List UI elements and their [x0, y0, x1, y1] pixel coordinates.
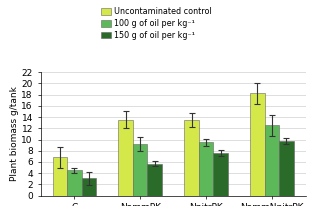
Bar — [119, 120, 133, 196]
Bar — [67, 170, 82, 196]
Bar — [53, 158, 67, 196]
Bar — [184, 120, 199, 196]
Bar — [279, 141, 294, 196]
Legend: Uncontaminated control, 100 g of oil per kg⁻¹, 150 g of oil per kg⁻¹: Uncontaminated control, 100 g of oil per… — [98, 4, 215, 43]
Bar — [199, 142, 213, 196]
Bar — [250, 94, 265, 196]
Y-axis label: Plant biomass g/tank: Plant biomass g/tank — [10, 87, 19, 181]
Bar — [265, 125, 279, 196]
Bar — [82, 178, 96, 196]
Bar — [133, 144, 148, 196]
Bar — [213, 153, 228, 196]
Bar — [148, 164, 162, 196]
